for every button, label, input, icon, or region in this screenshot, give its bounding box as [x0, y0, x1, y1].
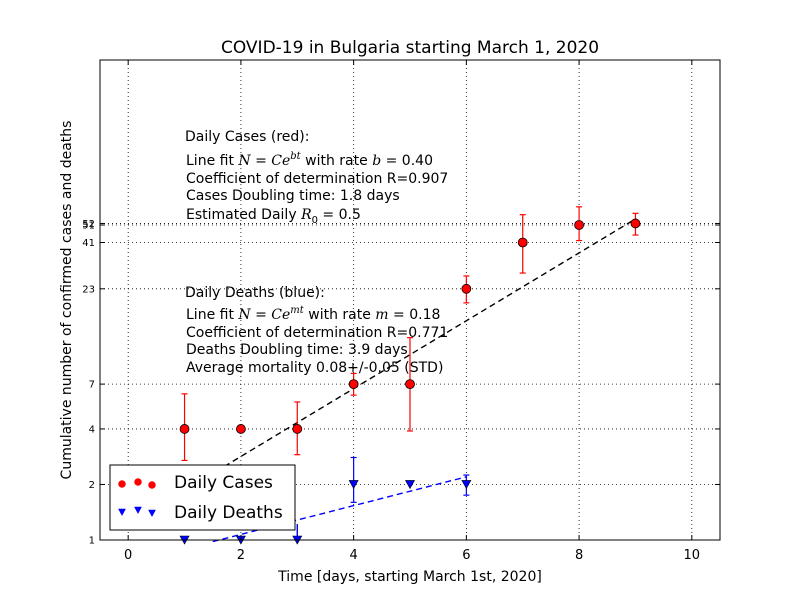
cases-point [461, 283, 472, 294]
y-tick-label: 52 [82, 219, 95, 230]
x-tick-label: 0 [124, 548, 132, 563]
plot-frame [99, 59, 721, 541]
deaths-point [348, 480, 359, 490]
cases-fit-line [206, 218, 636, 478]
y-tick-label: 51 [82, 221, 95, 232]
legend-cases-marker [118, 480, 126, 488]
legend-entry-deaths: Daily Deaths [174, 503, 283, 523]
legend-deaths-marker [134, 506, 142, 515]
cases-point [236, 424, 246, 434]
cases-point [574, 220, 584, 230]
fit-lines [206, 218, 636, 543]
legend-deaths-marker [148, 509, 156, 518]
legend-cases-markers [118, 478, 156, 489]
legend-deaths-markers [118, 506, 156, 518]
deaths-error-bar [350, 456, 357, 503]
cases-annotation-doubling: Cases Doubling time: 1.8 days [186, 188, 400, 204]
cases-annotation-determination: Coefficient of determination R=0.907 [186, 171, 448, 187]
y-tick-label: 41 [82, 238, 95, 249]
deaths-point [404, 480, 416, 490]
deaths-point [461, 480, 472, 490]
x-tick-label: 2 [237, 548, 245, 563]
legend-cases-marker [148, 481, 156, 489]
y-tick-label: 1 [89, 536, 95, 547]
cases-annotation-heading: Daily Cases (red): [185, 129, 309, 145]
legend-deaths-marker [118, 508, 126, 517]
y-tick-label: 23 [82, 284, 95, 295]
legend-box [109, 464, 296, 531]
chart-title: COVID-19 in Bulgaria starting March 1, 2… [221, 38, 599, 58]
y-tick-label: 4 [89, 424, 95, 435]
deaths-annotation-determination: Coefficient of determination R=0.771 [186, 325, 448, 341]
cases-point [179, 424, 190, 434]
legend-cases-marker [134, 478, 142, 486]
deaths-annotation-heading: Daily Deaths (blue): [185, 285, 325, 301]
y-tick-label: 2 [89, 480, 95, 491]
deaths-annotation-doubling: Deaths Doubling time: 3.9 days [186, 342, 408, 358]
cases-point [517, 237, 528, 248]
cases-annotation-r0: Estimated Daily R0 = 0.5 [186, 207, 361, 226]
cases-point [405, 379, 415, 390]
x-tick-label: 6 [462, 548, 470, 563]
y-tick-label: 7 [89, 380, 95, 391]
deaths-annotation: Daily Deaths (blue): Line fit N = Cemt w… [185, 285, 448, 376]
x-tick-label: 8 [575, 548, 583, 563]
legend-entry-cases: Daily Cases [174, 473, 273, 493]
cases-point [292, 424, 303, 434]
cases-annotation-line-fit: Line fit N = Cebt with rate b = 0.40 [186, 151, 433, 169]
deaths-annotation-line-fit: Line fit N = Cemt with rate m = 0.18 [186, 305, 440, 323]
legend: Daily Cases Daily Deaths [109, 464, 296, 531]
x-axis-label: Time [days, starting March 1st, 2020] [277, 569, 542, 585]
cases-point [348, 379, 359, 390]
x-tick-label: 10 [684, 548, 701, 563]
cases-annotation: Daily Cases (red): Line fit N = Cebt wit… [185, 129, 448, 226]
cases-point [630, 218, 641, 229]
deaths-fit-line [212, 476, 467, 543]
deaths-annotation-mortality: Average mortality 0.08+/-0.05 (STD) [186, 360, 443, 376]
y-axis-label: Cumulative number of confirmed cases and… [59, 121, 75, 480]
x-tick-label: 4 [349, 548, 357, 563]
